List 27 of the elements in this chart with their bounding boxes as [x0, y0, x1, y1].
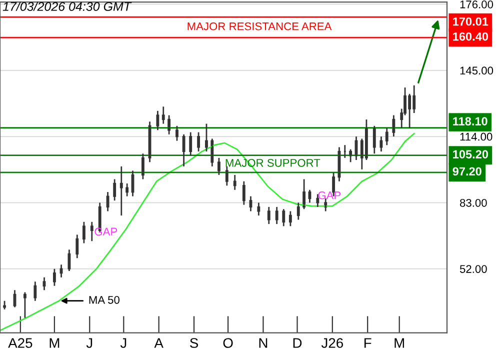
ref-line-label: 97.20	[452, 167, 482, 176]
ref-line-label: 118.10	[453, 117, 488, 126]
x-tick-label: J	[86, 338, 92, 348]
x-tick-label: M	[394, 338, 404, 348]
x-tick-label: A	[154, 338, 164, 348]
x-tick-label: D	[293, 338, 302, 348]
line-series	[0, 132, 415, 332]
y-tick-label: 176.00	[460, 0, 494, 8]
x-tick-label: J	[120, 338, 126, 348]
x-tick-label: F	[364, 338, 372, 348]
x-tick-label: O	[223, 338, 233, 348]
annotation: GAP	[94, 228, 118, 236]
annotation: MA 50	[89, 296, 120, 304]
y-tick-label: 145.00	[460, 66, 494, 75]
annotation: MAJOR RESISTANCE AREA	[188, 22, 332, 30]
x-tick-label: M	[50, 338, 60, 348]
x-tick-label: N	[259, 338, 268, 348]
ref-line-label: 105.20	[453, 150, 488, 158]
y-tick-label: 114.00	[460, 132, 492, 141]
y-tick-label: 83.00	[460, 198, 487, 207]
x-tick-label: S	[190, 338, 198, 348]
ref-line-label: 170.01	[453, 17, 488, 26]
y-tick-label: 52.00	[460, 265, 487, 273]
x-tick-label: A25	[8, 338, 32, 348]
annotation: 17/03/2026 04:30 GMT	[2, 2, 132, 11]
ref-line-label: 160.40	[453, 32, 488, 41]
x-tick-label: J26	[321, 338, 343, 348]
